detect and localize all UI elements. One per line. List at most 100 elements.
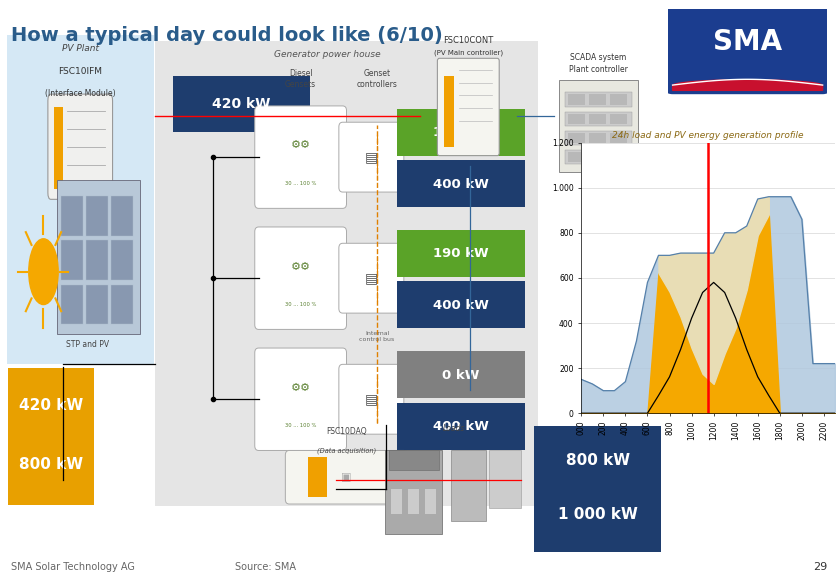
Text: PV Plant: PV Plant — [61, 44, 99, 54]
Text: 30 ... 100 %: 30 ... 100 % — [285, 423, 317, 428]
Text: Genset
controllers: Genset controllers — [357, 69, 397, 89]
Text: ⚙⚙: ⚙⚙ — [291, 382, 311, 393]
Text: SMA: SMA — [713, 29, 782, 56]
FancyBboxPatch shape — [61, 196, 83, 236]
FancyBboxPatch shape — [87, 285, 108, 324]
Text: 400 kW: 400 kW — [433, 178, 489, 191]
FancyBboxPatch shape — [444, 76, 454, 147]
Text: Source: SMA: Source: SMA — [235, 562, 297, 572]
Text: ⚙⚙: ⚙⚙ — [291, 140, 311, 151]
FancyBboxPatch shape — [666, 8, 829, 94]
FancyBboxPatch shape — [57, 180, 140, 334]
FancyBboxPatch shape — [339, 243, 404, 313]
FancyBboxPatch shape — [255, 227, 347, 329]
FancyBboxPatch shape — [339, 364, 404, 434]
FancyBboxPatch shape — [397, 403, 525, 449]
FancyBboxPatch shape — [87, 240, 108, 280]
Text: 1 000 kW: 1 000 kW — [558, 507, 638, 522]
FancyBboxPatch shape — [87, 196, 108, 236]
FancyBboxPatch shape — [589, 152, 606, 162]
FancyBboxPatch shape — [425, 489, 437, 514]
FancyBboxPatch shape — [568, 94, 585, 105]
FancyBboxPatch shape — [589, 94, 606, 105]
Text: 29: 29 — [813, 562, 827, 572]
Circle shape — [29, 239, 58, 304]
FancyBboxPatch shape — [610, 133, 627, 143]
FancyBboxPatch shape — [438, 58, 499, 155]
Text: Internal
control bus: Internal control bus — [360, 331, 395, 342]
FancyBboxPatch shape — [308, 457, 328, 497]
FancyBboxPatch shape — [568, 113, 585, 124]
Text: 420 kW: 420 kW — [213, 97, 270, 111]
FancyBboxPatch shape — [397, 109, 525, 156]
Text: 190 kW: 190 kW — [433, 247, 489, 261]
Text: (Data acquisition): (Data acquisition) — [317, 448, 376, 455]
FancyBboxPatch shape — [255, 348, 347, 450]
FancyBboxPatch shape — [559, 80, 638, 172]
FancyBboxPatch shape — [111, 285, 134, 324]
FancyBboxPatch shape — [589, 113, 606, 124]
Text: (Interface Module): (Interface Module) — [45, 88, 116, 98]
Text: 800 kW: 800 kW — [18, 457, 83, 472]
FancyBboxPatch shape — [385, 450, 442, 534]
Text: ▤: ▤ — [365, 271, 378, 285]
Text: FSC10CONT: FSC10CONT — [444, 36, 493, 45]
FancyBboxPatch shape — [61, 285, 83, 324]
FancyBboxPatch shape — [286, 450, 407, 504]
FancyBboxPatch shape — [390, 450, 439, 470]
FancyBboxPatch shape — [408, 489, 419, 514]
FancyBboxPatch shape — [391, 489, 402, 514]
FancyBboxPatch shape — [172, 76, 310, 132]
FancyBboxPatch shape — [111, 196, 134, 236]
FancyBboxPatch shape — [4, 29, 157, 370]
Text: Diesel
Gensets: Diesel Gensets — [285, 69, 316, 89]
FancyBboxPatch shape — [534, 426, 661, 552]
Text: FSC10DAQ: FSC10DAQ — [326, 427, 367, 436]
FancyBboxPatch shape — [568, 133, 585, 143]
Text: FSC10IFM: FSC10IFM — [58, 68, 102, 76]
FancyBboxPatch shape — [48, 94, 113, 199]
Text: 400 kW: 400 kW — [433, 299, 489, 312]
FancyBboxPatch shape — [489, 450, 521, 508]
Text: 30 ... 100 %: 30 ... 100 % — [285, 181, 317, 186]
Text: SCADA system: SCADA system — [570, 54, 627, 62]
Title: 24h load and PV energy generation profile: 24h load and PV energy generation profil… — [612, 132, 804, 140]
FancyBboxPatch shape — [610, 113, 627, 124]
Text: 0 kW: 0 kW — [443, 368, 480, 382]
FancyBboxPatch shape — [610, 94, 627, 105]
Text: (PV Main controller): (PV Main controller) — [433, 49, 503, 56]
Text: 800 kW: 800 kW — [565, 453, 630, 468]
Text: Loads: Loads — [443, 424, 465, 433]
FancyBboxPatch shape — [111, 240, 134, 280]
FancyBboxPatch shape — [148, 31, 545, 516]
Text: SMA Solar Technology AG: SMA Solar Technology AG — [11, 562, 134, 572]
Text: ▤: ▤ — [365, 150, 378, 164]
FancyBboxPatch shape — [610, 152, 627, 162]
FancyBboxPatch shape — [564, 131, 633, 145]
FancyBboxPatch shape — [397, 352, 525, 398]
Polygon shape — [673, 80, 822, 90]
Text: ▤: ▤ — [365, 392, 378, 406]
Text: STP and PV: STP and PV — [66, 340, 109, 349]
FancyBboxPatch shape — [8, 368, 94, 505]
Text: Plant controller: Plant controller — [569, 65, 628, 74]
FancyBboxPatch shape — [61, 240, 83, 280]
FancyBboxPatch shape — [397, 282, 525, 328]
FancyBboxPatch shape — [339, 122, 404, 192]
Text: How a typical day could look like (6/10): How a typical day could look like (6/10) — [11, 26, 443, 45]
FancyBboxPatch shape — [564, 112, 633, 126]
FancyBboxPatch shape — [397, 161, 525, 207]
Text: 400 kW: 400 kW — [433, 420, 489, 433]
Text: 420 kW: 420 kW — [18, 398, 83, 413]
Text: 30 ... 100 %: 30 ... 100 % — [285, 302, 317, 307]
FancyBboxPatch shape — [564, 150, 633, 164]
FancyBboxPatch shape — [451, 450, 486, 521]
FancyBboxPatch shape — [397, 230, 525, 277]
FancyBboxPatch shape — [255, 106, 347, 208]
Text: ⚙⚙: ⚙⚙ — [291, 261, 311, 272]
FancyBboxPatch shape — [568, 152, 585, 162]
Text: ▣: ▣ — [341, 473, 352, 482]
FancyBboxPatch shape — [54, 107, 63, 190]
FancyBboxPatch shape — [564, 93, 633, 107]
FancyBboxPatch shape — [589, 133, 606, 143]
